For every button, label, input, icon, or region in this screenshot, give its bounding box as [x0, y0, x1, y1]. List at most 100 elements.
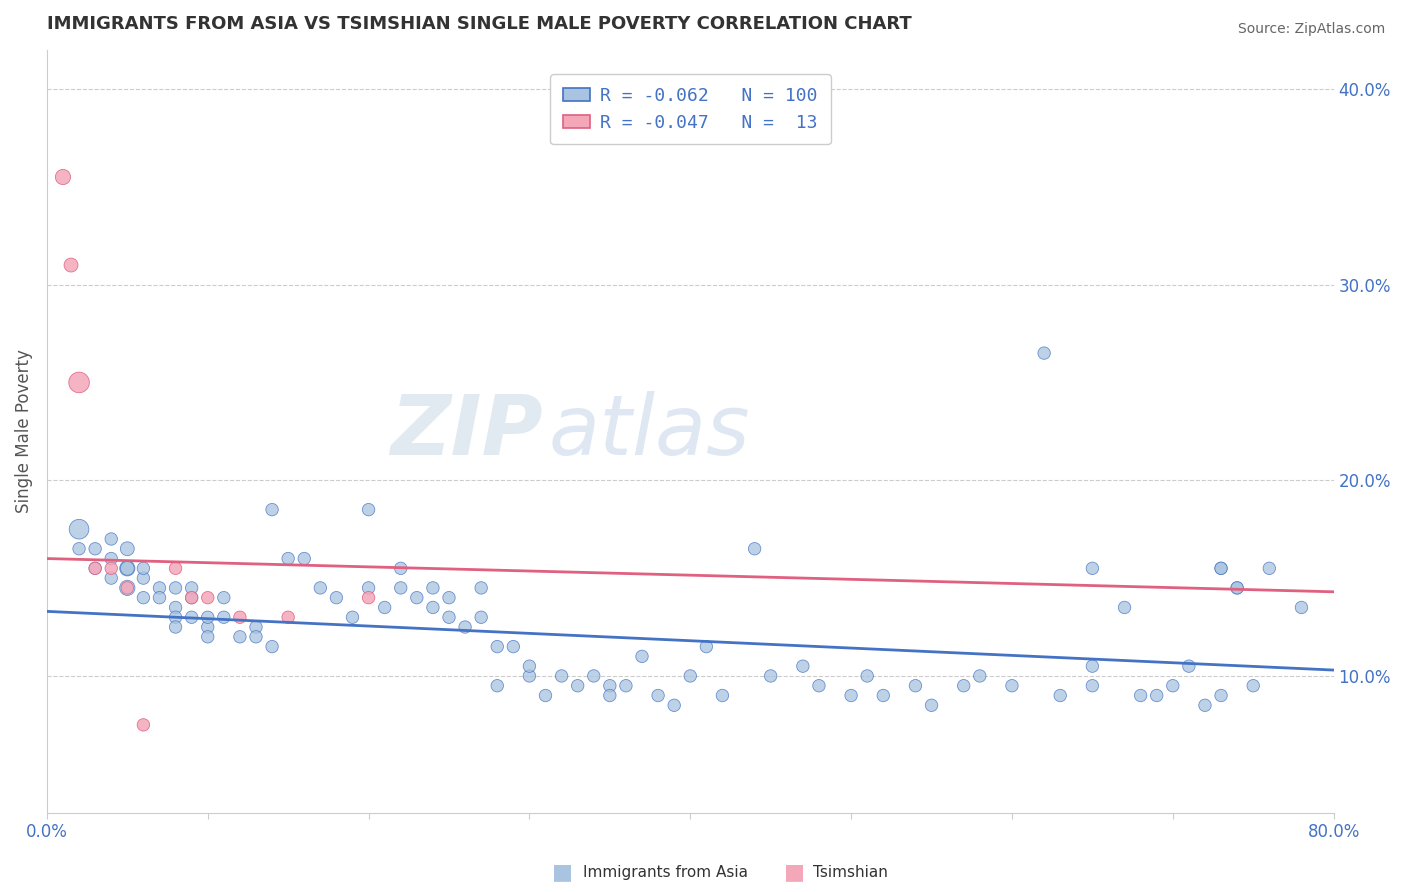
Point [486, 679, 509, 693]
Text: Source: ZipAtlas.com: Source: ZipAtlas.com [1237, 22, 1385, 37]
Legend: R = -0.062   N = 100, R = -0.047   N =  13: R = -0.062 N = 100, R = -0.047 N = 13 [550, 74, 831, 145]
Point [60, 258, 83, 272]
Point [792, 659, 814, 673]
Point [679, 669, 702, 683]
Point [197, 620, 219, 634]
Point [1001, 679, 1024, 693]
Point [454, 620, 477, 634]
Point [405, 591, 427, 605]
Point [277, 610, 299, 624]
Point [711, 689, 734, 703]
Point [519, 659, 541, 673]
Point [197, 610, 219, 624]
Text: atlas: atlas [548, 391, 751, 472]
Y-axis label: Single Male Poverty: Single Male Poverty [15, 350, 32, 513]
Point [567, 679, 589, 693]
Point [1033, 346, 1056, 360]
Point [325, 591, 347, 605]
Point [614, 679, 637, 693]
Point [117, 561, 139, 575]
Point [117, 541, 139, 556]
Point [1241, 679, 1264, 693]
Point [52, 169, 75, 184]
Point [921, 698, 943, 713]
Point [165, 581, 187, 595]
Point [165, 610, 187, 624]
Point [872, 689, 894, 703]
Point [1081, 561, 1104, 575]
Point [1258, 561, 1281, 575]
Point [1209, 561, 1232, 575]
Point [100, 551, 122, 566]
Point [229, 630, 252, 644]
Point [229, 610, 252, 624]
Point [117, 581, 139, 595]
Point [1209, 689, 1232, 703]
Point [357, 502, 380, 516]
Point [1194, 698, 1216, 713]
Text: Tsimshian: Tsimshian [813, 865, 887, 880]
Point [1146, 689, 1168, 703]
Point [437, 610, 460, 624]
Point [631, 649, 654, 664]
Point [599, 689, 621, 703]
Point [342, 610, 364, 624]
Point [470, 581, 492, 595]
Point [67, 376, 90, 390]
Point [132, 561, 155, 575]
Point [599, 679, 621, 693]
Point [100, 561, 122, 575]
Point [1226, 581, 1249, 595]
Point [422, 600, 444, 615]
Point [262, 502, 284, 516]
Point [197, 630, 219, 644]
Point [100, 532, 122, 546]
Point [84, 561, 107, 575]
Point [197, 591, 219, 605]
Point [1081, 679, 1104, 693]
Point [647, 689, 669, 703]
Point [357, 581, 380, 595]
Text: ZIP: ZIP [389, 391, 543, 472]
Point [1081, 659, 1104, 673]
Point [165, 561, 187, 575]
Point [357, 591, 380, 605]
Point [165, 600, 187, 615]
Point [277, 551, 299, 566]
Point [550, 669, 572, 683]
Point [84, 561, 107, 575]
Point [1114, 600, 1136, 615]
Point [132, 718, 155, 732]
Text: ■: ■ [553, 863, 572, 882]
Point [212, 610, 235, 624]
Point [117, 561, 139, 575]
Point [1291, 600, 1313, 615]
Text: ■: ■ [785, 863, 804, 882]
Point [180, 581, 202, 595]
Point [582, 669, 605, 683]
Point [952, 679, 974, 693]
Point [117, 581, 139, 595]
Point [132, 571, 155, 585]
Point [422, 581, 444, 595]
Point [1226, 581, 1249, 595]
Point [292, 551, 315, 566]
Point [389, 561, 412, 575]
Point [1209, 561, 1232, 575]
Point [132, 591, 155, 605]
Point [374, 600, 396, 615]
Point [389, 581, 412, 595]
Point [262, 640, 284, 654]
Point [180, 591, 202, 605]
Point [84, 541, 107, 556]
Point [534, 689, 557, 703]
Point [856, 669, 879, 683]
Point [839, 689, 862, 703]
Point [309, 581, 332, 595]
Point [664, 698, 686, 713]
Point [904, 679, 927, 693]
Text: IMMIGRANTS FROM ASIA VS TSIMSHIAN SINGLE MALE POVERTY CORRELATION CHART: IMMIGRANTS FROM ASIA VS TSIMSHIAN SINGLE… [46, 15, 911, 33]
Point [759, 669, 782, 683]
Point [744, 541, 766, 556]
Point [969, 669, 991, 683]
